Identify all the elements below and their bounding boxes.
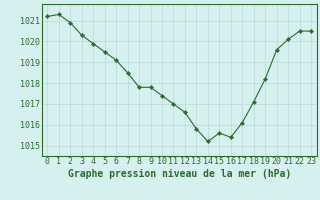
X-axis label: Graphe pression niveau de la mer (hPa): Graphe pression niveau de la mer (hPa) <box>68 169 291 179</box>
